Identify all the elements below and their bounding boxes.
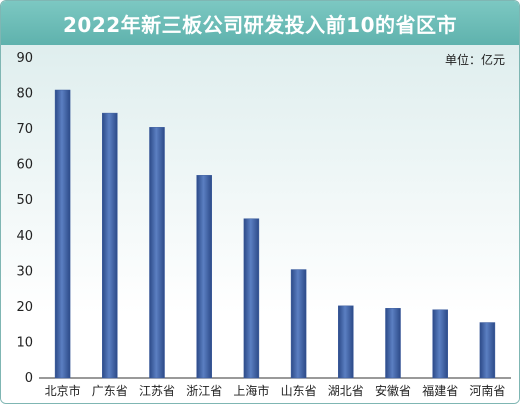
- y-tick-label: 70: [16, 122, 33, 137]
- bar-10: [479, 322, 496, 379]
- x-category-label: 江苏省: [139, 384, 175, 398]
- x-category-label: 北京市: [45, 383, 81, 398]
- bar-3: [149, 127, 165, 379]
- x-category-label: 山东省: [281, 384, 317, 398]
- unit-label: 单位：亿元: [444, 53, 505, 67]
- x-category-label: 安徽省: [375, 383, 411, 398]
- y-tick-label: 60: [16, 158, 33, 173]
- x-category-label: 湖北省: [328, 383, 364, 398]
- bar-9: [432, 309, 448, 379]
- y-tick-label: 0: [25, 371, 33, 386]
- bar-5: [243, 218, 260, 379]
- y-tick-label: 40: [16, 229, 33, 244]
- bar-2: [102, 112, 118, 379]
- bar-8: [385, 308, 401, 379]
- y-tick-label: 90: [16, 51, 33, 66]
- y-tick-label: 50: [16, 193, 33, 208]
- bar-1: [54, 89, 71, 379]
- bar-6: [290, 269, 307, 379]
- title-bar: 2022年新三板公司研发投入前10的省区市: [1, 1, 519, 45]
- bar-4: [196, 175, 212, 379]
- y-tick-label: 10: [16, 335, 33, 350]
- chart-title: 2022年新三板公司研发投入前10的省区市: [63, 12, 457, 37]
- y-tick-label: 80: [16, 87, 33, 102]
- x-category-label: 浙江省: [186, 384, 222, 398]
- x-category-label: 上海市: [233, 383, 269, 398]
- bar-7: [338, 305, 354, 379]
- y-tick-label: 30: [16, 264, 33, 279]
- x-category-label: 河南省: [469, 383, 505, 398]
- axis-layer: 0 10 20 30 40 50 60 70 80 90: [16, 51, 511, 386]
- x-category-label: 福建省: [422, 383, 458, 398]
- y-tick-label: 20: [16, 300, 33, 315]
- label-layer: 北京市 广东省 江苏省 浙江省 上海市 山东省 湖北省 安徽省 福建省 河南省: [45, 383, 506, 398]
- bar-layer: [54, 89, 496, 379]
- x-category-label: 广东省: [92, 384, 128, 398]
